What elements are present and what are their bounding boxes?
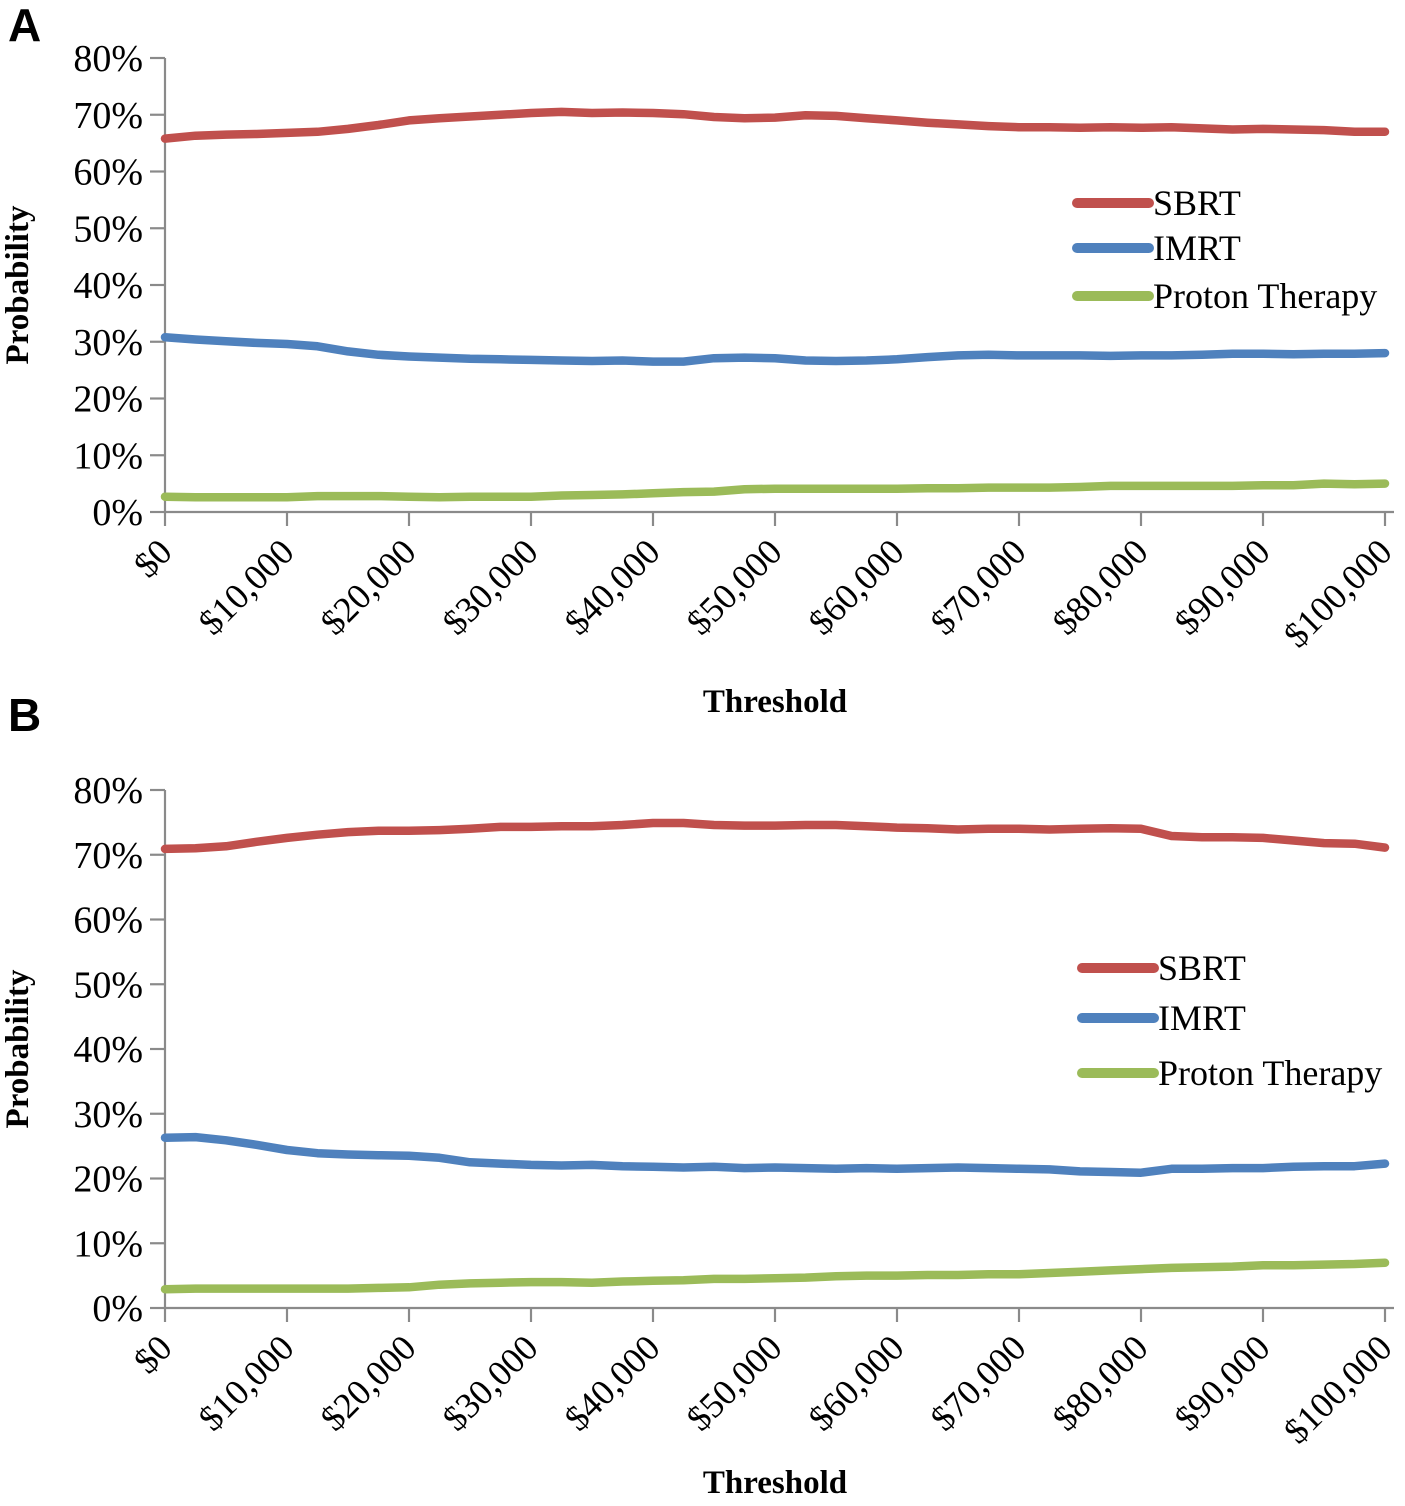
panel-b-legend-label-proton-therapy: Proton Therapy	[1158, 1053, 1382, 1093]
panel-b-y-tick-label: 10%	[73, 1223, 143, 1265]
panel-a-x-tick-label: $20,000	[313, 531, 424, 642]
panel-b-legend-label-imrt: IMRT	[1158, 998, 1246, 1038]
panel-a-series-line-imrt	[160, 332, 1390, 366]
panel-a-y-tick-label: 0%	[92, 492, 143, 534]
panel-b-y-tick-label: 50%	[73, 964, 143, 1006]
panel-a-y-tick-label: 80%	[73, 38, 143, 80]
panel-a-x-tick-label: $10,000	[191, 531, 302, 642]
panel-b-x-tick-label: $90,000	[1167, 1327, 1278, 1438]
panel-b-x-tick-label: $60,000	[801, 1327, 912, 1438]
panel-a-x-tick-label: $100,000	[1276, 531, 1400, 655]
panel-a-y-tick-label: 30%	[73, 322, 143, 364]
panel-b-x-tick-label: $30,000	[435, 1327, 546, 1438]
panel-a-legend-label-imrt: IMRT	[1153, 228, 1241, 268]
panel-a-x-tick-label: $90,000	[1167, 531, 1278, 642]
panel-b-y-tick-label: 20%	[73, 1159, 143, 1201]
panel-a-x-tick-label: $70,000	[923, 531, 1034, 642]
panel-b-y-tick-label: 80%	[73, 770, 143, 812]
panel-b-chart: 80% 70% 60% 50% 40% 30% 20% 10% 0%$0 $10,000 $20,0…	[0, 770, 1400, 1501]
panel-a-x-tick-label: $40,000	[557, 531, 668, 642]
panel-b-x-tick-label: $40,000	[557, 1327, 668, 1438]
panel-b-legend-label-sbrt: SBRT	[1158, 948, 1246, 988]
panel-b-y-axis-title: Probability	[0, 969, 36, 1128]
panel-a-x-tick-label: $60,000	[801, 531, 912, 642]
panel-a-x-tick-label: $30,000	[435, 531, 546, 642]
panel-b-y-tick-label: 0%	[92, 1288, 143, 1330]
panel-b-y-tick-label: 60%	[73, 900, 143, 942]
panel-a-y-tick-label: 20%	[73, 379, 143, 421]
panel-a-y-tick-label: 50%	[73, 208, 143, 250]
panel-b-x-tick-label: $80,000	[1045, 1327, 1156, 1438]
panel-a-series-line-proton-therapy	[160, 479, 1390, 502]
panel-b-series-line-proton-therapy	[160, 1258, 1390, 1294]
panel-a-y-tick-label: 10%	[73, 435, 143, 477]
panel-a-x-tick-label: $80,000	[1045, 531, 1156, 642]
panel-b-x-tick-label: $10,000	[191, 1327, 302, 1438]
panel-a-legend-label-proton-therapy: Proton Therapy	[1153, 276, 1377, 316]
panel-b-y-tick-label: 70%	[73, 835, 143, 877]
panel-b-x-axis-title: Threshold	[703, 1465, 847, 1501]
panel-b-x-tick-label: $20,000	[313, 1327, 424, 1438]
panel-a-y-tick-label: 40%	[73, 265, 143, 307]
panel-b-letter: B	[8, 689, 42, 741]
panel-a-x-axis-title: Threshold	[703, 684, 847, 715]
panel-a-x-tick-label: $0	[126, 531, 180, 585]
panel-b-x-tick-label: $100,000	[1276, 1327, 1400, 1451]
panel-b-y-tick-label: 30%	[73, 1094, 143, 1136]
panel-b-x-tick-label: $70,000	[923, 1327, 1034, 1438]
panel-a-chart: 80% 70% 60% 50% 40% 30% 20% 10% 0%$0 $10,000 $20,0…	[0, 38, 1400, 715]
panel-b-x-tick-label: $50,000	[679, 1327, 790, 1438]
panel-a-x-tick-label: $50,000	[679, 531, 790, 642]
panel-b-x-tick-label: $0	[126, 1327, 180, 1381]
panel-a-series-line-sbrt	[160, 107, 1390, 143]
panel-a-y-axis-title: Probability	[0, 205, 36, 364]
panel-b-y-tick-label: 40%	[73, 1029, 143, 1071]
panel-a-y-tick-label: 60%	[73, 152, 143, 194]
panel-a-y-tick-label: 70%	[73, 95, 143, 137]
panel-a-legend-label-sbrt: SBRT	[1153, 183, 1241, 223]
panel-b-series-line-sbrt	[160, 818, 1390, 854]
panel-a-letter: A	[8, 0, 42, 51]
panel-b-series-line-imrt	[160, 1132, 1390, 1177]
